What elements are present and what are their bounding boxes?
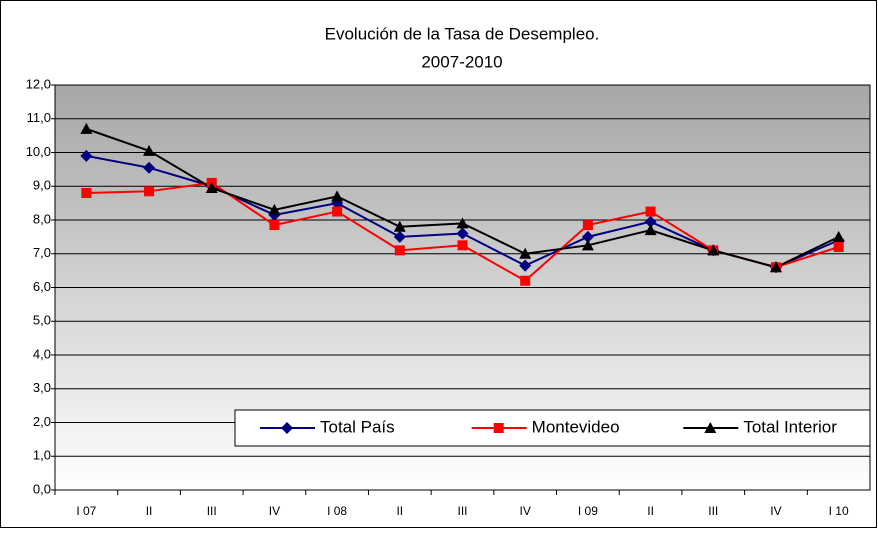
y-tick-label: 2,0 xyxy=(33,414,51,429)
point xyxy=(143,144,156,156)
point xyxy=(582,220,593,231)
x-tick-label: I 07 xyxy=(76,504,96,518)
y-tick-label: 10,0 xyxy=(26,144,51,159)
point xyxy=(519,259,532,272)
x-tick-label: I 08 xyxy=(327,504,347,518)
chart-subtitle: 2007-2010 xyxy=(421,52,502,71)
point xyxy=(519,247,532,259)
point xyxy=(80,122,93,134)
point xyxy=(833,242,844,252)
x-tick-label: IV xyxy=(269,504,280,518)
y-tick-label: 0,0 xyxy=(33,481,51,496)
x-tick-label: IV xyxy=(520,504,531,518)
y-tick-label: 3,0 xyxy=(33,380,51,395)
point xyxy=(205,181,218,193)
x-tick-label: III xyxy=(207,504,217,518)
point xyxy=(645,206,656,217)
point xyxy=(144,186,155,197)
x-tick-label: III xyxy=(457,504,467,518)
point xyxy=(644,215,657,228)
legend-label: Total Interior xyxy=(743,417,837,436)
point xyxy=(769,261,782,273)
chart-title: Evolución de la Tasa de Desempleo. xyxy=(325,24,600,43)
point xyxy=(581,230,594,243)
x-tick-label: I 10 xyxy=(829,504,849,518)
y-tick-label: 11,0 xyxy=(27,110,51,125)
y-tick-label: 6,0 xyxy=(33,279,51,294)
point xyxy=(520,275,531,286)
y-tick-label: 7,0 xyxy=(33,245,51,260)
point xyxy=(332,206,343,217)
point xyxy=(80,149,93,162)
legend-box xyxy=(234,409,871,447)
x-tick-label: IV xyxy=(770,504,781,518)
point xyxy=(493,423,504,433)
x-tick-label: III xyxy=(708,504,718,518)
point xyxy=(393,220,406,232)
point xyxy=(704,422,717,433)
point xyxy=(457,240,468,251)
y-tick-label: 1,0 xyxy=(33,448,51,463)
point xyxy=(707,244,720,256)
point xyxy=(281,422,293,434)
point xyxy=(832,230,845,242)
x-tick-label: II xyxy=(146,504,153,518)
y-tick-label: 5,0 xyxy=(33,313,51,328)
point xyxy=(644,224,657,236)
point xyxy=(581,239,594,251)
point xyxy=(143,161,156,174)
y-tick-label: 9,0 xyxy=(33,178,51,193)
point xyxy=(268,203,281,215)
point xyxy=(331,190,344,202)
point xyxy=(394,245,405,256)
x-tick-label: I 09 xyxy=(578,504,598,518)
legend-label: Total País xyxy=(320,417,395,436)
point xyxy=(393,230,406,243)
point xyxy=(456,227,469,240)
x-tick-label: II xyxy=(396,504,403,518)
y-tick-label: 12,0 xyxy=(26,76,51,91)
point xyxy=(81,188,92,198)
legend-label: Montevideo xyxy=(532,417,620,436)
x-tick-label: II xyxy=(647,504,654,518)
point xyxy=(456,217,469,229)
y-tick-label: 4,0 xyxy=(33,346,51,361)
y-tick-label: 8,0 xyxy=(33,211,51,226)
point xyxy=(269,220,280,231)
